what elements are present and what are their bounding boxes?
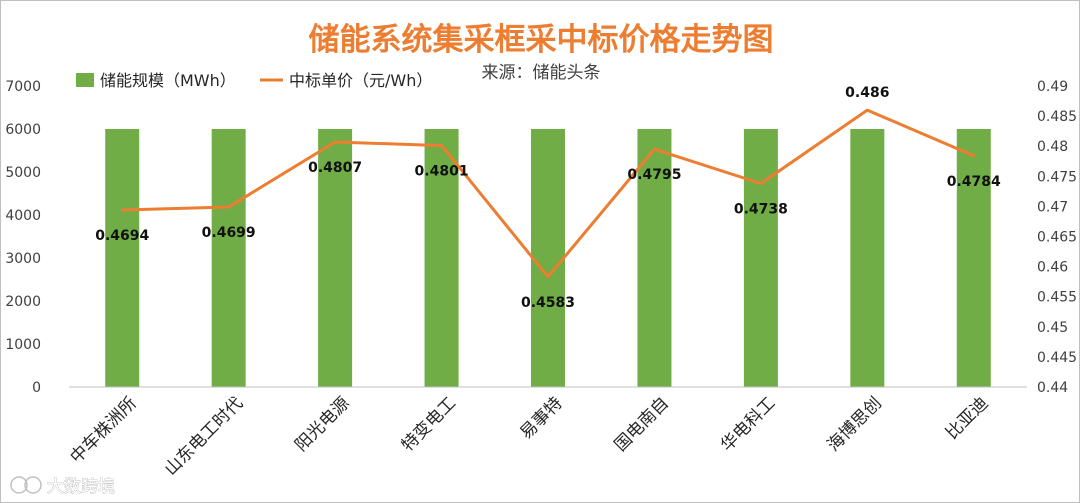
right-tick-label: 0.48 [1037, 139, 1068, 155]
data-label-特变电工: 0.4801 [415, 164, 469, 180]
watermark-logo-icon [10, 476, 42, 494]
left-tick-label: 1000 [5, 337, 41, 353]
bar-海博思创 [850, 129, 885, 387]
bar-国电南自 [637, 129, 672, 387]
right-tick-label: 0.47 [1037, 199, 1068, 215]
left-tick-label: 4000 [5, 208, 41, 224]
data-labels: 0.4694 0.4699 0.4807 0.4801 0.4583 0.4795 0.47… [95, 85, 1001, 311]
data-label-华电科工: 0.4738 [734, 202, 788, 218]
category-label-华电科工: 华电科工 [717, 393, 779, 455]
data-label-山东电工时代: 0.4699 [202, 225, 256, 241]
data-label-国电南自: 0.4795 [627, 167, 681, 183]
right-tick-label: 0.455 [1037, 290, 1077, 306]
right-tick-label: 0.45 [1037, 320, 1068, 336]
data-label-比亚迪: 0.4784 [947, 174, 1001, 190]
data-label-海博思创: 0.486 [845, 85, 889, 101]
legend: 储能规模（MWh） 中标单价（元/Wh） [76, 71, 432, 90]
category-labels: 中车株洲所 山东电工时代 阳光电源 特变电工 易事特 国电南自 华电科工 海博思创 比亚迪 [67, 393, 993, 479]
right-tick-label: 0.49 [1037, 79, 1068, 95]
left-tick-label: 3000 [5, 251, 41, 267]
right-axis-ticks: 0.44 0.445 0.45 0.455 0.46 0.465 0.47 0.475 0.48… [1037, 79, 1077, 396]
bar-华电科工 [743, 129, 778, 387]
bar-特变电工 [424, 129, 459, 387]
bar-阳光电源 [318, 129, 353, 387]
category-label-中车株洲所: 中车株洲所 [67, 393, 141, 467]
right-tick-label: 0.44 [1037, 380, 1068, 396]
left-tick-label: 0 [32, 380, 41, 396]
legend-swatch-bar [76, 73, 94, 87]
legend-label-bar: 储能规模（MWh） [100, 71, 236, 90]
bar-series [105, 129, 991, 387]
category-label-特变电工: 特变电工 [398, 393, 460, 455]
bar-山东电工时代 [211, 129, 246, 387]
category-label-易事特: 易事特 [516, 393, 566, 443]
category-label-国电南自: 国电南自 [611, 393, 673, 455]
watermark: 大数跨境 [10, 476, 115, 497]
category-label-比亚迪: 比亚迪 [942, 393, 992, 443]
left-axis-ticks: 0 1000 2000 3000 4000 5000 6000 7000 [5, 79, 41, 396]
category-label-阳光电源: 阳光电源 [291, 393, 353, 455]
category-label-山东电工时代: 山东电工时代 [161, 393, 247, 479]
right-tick-label: 0.465 [1037, 230, 1077, 246]
right-tick-label: 0.445 [1037, 350, 1077, 366]
data-label-阳光电源: 0.4807 [308, 160, 362, 176]
right-tick-label: 0.485 [1037, 109, 1077, 125]
legend-label-line: 中标单价（元/Wh） [289, 71, 432, 90]
right-tick-label: 0.46 [1037, 260, 1068, 276]
chart-subtitle: 来源：储能头条 [482, 63, 601, 83]
left-tick-label: 7000 [5, 79, 41, 95]
data-label-易事特: 0.4583 [521, 295, 575, 311]
category-label-海博思创: 海博思创 [824, 393, 886, 455]
bar-易事特 [531, 129, 565, 387]
left-tick-label: 6000 [5, 122, 41, 138]
watermark-text: 大数跨境 [47, 477, 115, 497]
chart-title: 储能系统集采框采中标价格走势图 [309, 22, 774, 58]
bar-比亚迪 [956, 129, 991, 387]
data-label-中车株洲所: 0.4694 [95, 228, 149, 244]
left-tick-label: 5000 [5, 165, 41, 181]
right-tick-label: 0.475 [1037, 169, 1077, 185]
left-tick-label: 2000 [5, 294, 41, 310]
price-line-series [120, 108, 976, 279]
bar-中车株洲所 [105, 129, 140, 387]
